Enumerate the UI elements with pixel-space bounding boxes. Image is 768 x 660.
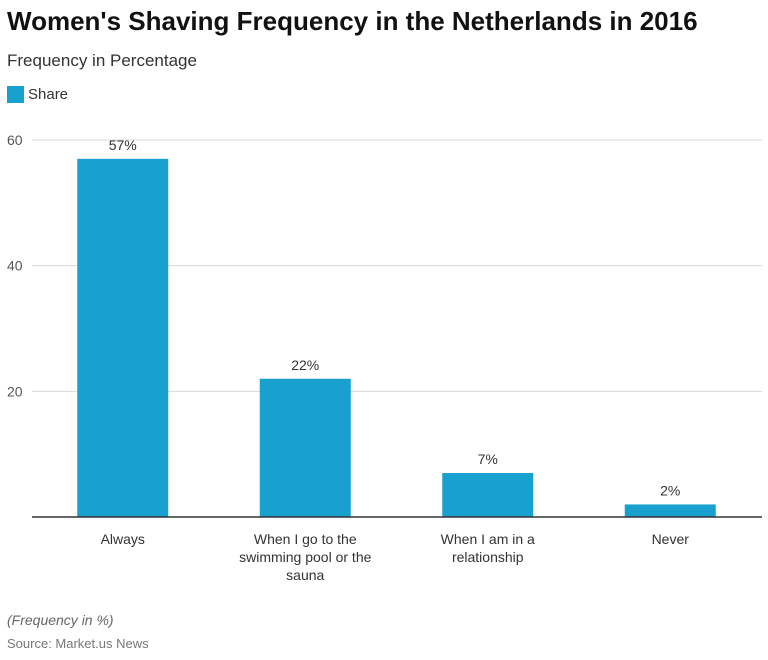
legend-swatch [7,86,24,103]
x-tick-label: relationship [452,549,524,565]
chart-note: (Frequency in %) [7,612,114,628]
bar [442,473,534,517]
x-tick-label: When I am in a [441,531,535,547]
y-tick-label: 20 [7,383,23,399]
data-label: 57% [109,137,137,153]
data-label: 7% [478,451,498,467]
chart-title: Women's Shaving Frequency in the Netherl… [7,6,698,36]
bar [624,504,716,517]
chart-source: Source: Market.us News [7,636,149,651]
bar [77,158,169,517]
chart-subtitle: Frequency in Percentage [7,51,197,70]
legend: Share [7,86,68,103]
legend-label: Share [28,86,69,103]
x-tick-label: swimming pool or the [239,549,371,565]
x-tick-label: sauna [286,567,324,583]
y-tick-label: 40 [7,258,23,274]
x-tick-label: When I go to the [254,531,357,547]
x-tick-label: Always [101,531,145,547]
data-label: 2% [660,482,680,498]
x-tick-label: Never [652,531,690,547]
bar [259,378,351,517]
data-label: 22% [291,357,319,373]
y-tick-label: 60 [7,132,23,148]
